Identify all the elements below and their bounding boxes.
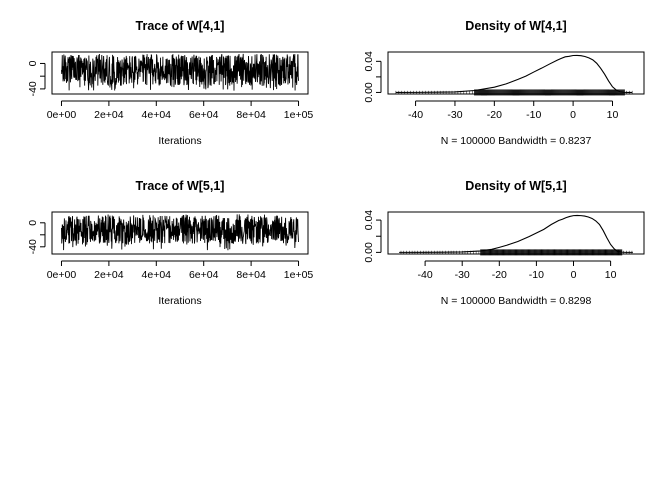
x-tick-label: 1e+05: [284, 269, 314, 281]
x-axis-label: N = 100000 Bandwidth = 0.8237: [441, 135, 592, 147]
x-tick-label: -30: [455, 269, 470, 281]
x-axis: 0e+00 2e+04 4e+04 6e+04 8e+04 1e+05: [47, 260, 314, 281]
x-axis-label: Iterations: [158, 295, 201, 307]
x-tick-label: -20: [492, 269, 507, 281]
x-tick-label: 6e+04: [189, 109, 219, 121]
panel-trace-w51: Trace of W[5,1] 0e+00 2e+04 4e+04 6e+04 8e+0…: [27, 179, 313, 307]
plot-frame: [387, 211, 645, 255]
y-axis: 0.00 0.04: [363, 210, 382, 263]
x-tick-label: 0e+00: [47, 109, 77, 121]
x-axis: 0e+00 2e+04 4e+04 6e+04 8e+04 1e+05: [47, 100, 314, 121]
x-tick-label: 6e+04: [189, 269, 219, 281]
x-tick-label: -10: [529, 269, 544, 281]
density-series-w41: [395, 54, 633, 96]
y-tick-label: 0.00: [363, 242, 375, 263]
x-tick-label: 8e+04: [236, 109, 266, 121]
x-tick-label: 1e+05: [284, 109, 314, 121]
x-tick-label: -40: [408, 109, 423, 121]
y-tick-label: -40: [27, 81, 39, 96]
x-tick-label: 2e+04: [94, 269, 124, 281]
trace-line: [61, 53, 299, 91]
y-tick-label: 0.04: [363, 210, 375, 231]
x-tick-label: 10: [607, 109, 619, 121]
x-tick-label: -10: [526, 109, 541, 121]
x-axis: -40 -30 -20 -10 0 10: [408, 100, 619, 121]
panel-density-w51: Density of W[5,1] -40 -30 -20 -10 0 10 0.000.…: [363, 179, 645, 307]
panel-trace-w41: Trace of W[4,1] 0e+00 2e+04 4e+04 6e+04 8e+0…: [27, 19, 313, 147]
y-axis: -40 0: [27, 60, 46, 97]
x-tick-label: -40: [418, 269, 433, 281]
x-tick-label: 4e+04: [142, 109, 172, 121]
y-tick-label: 0: [27, 220, 39, 226]
x-axis-label: N = 100000 Bandwidth = 0.8298: [441, 295, 592, 307]
plot-frame: [51, 51, 309, 95]
chart-title: Trace of W[4,1]: [136, 19, 225, 33]
panel-density-w41: Density of W[4,1] -40 -30 -20 -10 0 10 0.000.…: [363, 19, 645, 147]
y-axis: -40 0: [27, 220, 46, 254]
x-tick-label: 4e+04: [142, 269, 172, 281]
density-series-w51: [399, 214, 633, 256]
x-tick-label: 0e+00: [47, 269, 77, 281]
trace-series-w51: [61, 214, 299, 251]
density-curve: [395, 54, 633, 93]
x-tick-label: 10: [605, 269, 617, 281]
x-tick-label: 0: [571, 269, 577, 281]
y-axis: 0.00 0.04: [363, 51, 382, 103]
y-tick-label: 0: [27, 60, 39, 66]
chart-title: Density of W[4,1]: [465, 19, 566, 33]
x-axis: -40 -30 -20 -10 0 10: [418, 260, 617, 281]
plot-frame: [387, 51, 645, 95]
y-tick-label: -40: [27, 239, 39, 254]
x-tick-label: -30: [447, 109, 462, 121]
x-axis-label: Iterations: [158, 135, 201, 147]
density-curve: [399, 214, 633, 253]
trace-series-w41: [61, 53, 299, 91]
x-tick-label: 2e+04: [94, 109, 124, 121]
x-tick-label: 8e+04: [236, 269, 266, 281]
y-tick-label: 0.04: [363, 51, 375, 72]
y-tick-label: 0.00: [363, 82, 375, 103]
trace-line: [61, 214, 299, 251]
chart-title: Density of W[5,1]: [465, 179, 566, 193]
x-tick-label: 0: [570, 109, 576, 121]
x-tick-label: -20: [487, 109, 502, 121]
chart-title: Trace of W[5,1]: [136, 179, 225, 193]
plot-frame: [51, 211, 309, 255]
